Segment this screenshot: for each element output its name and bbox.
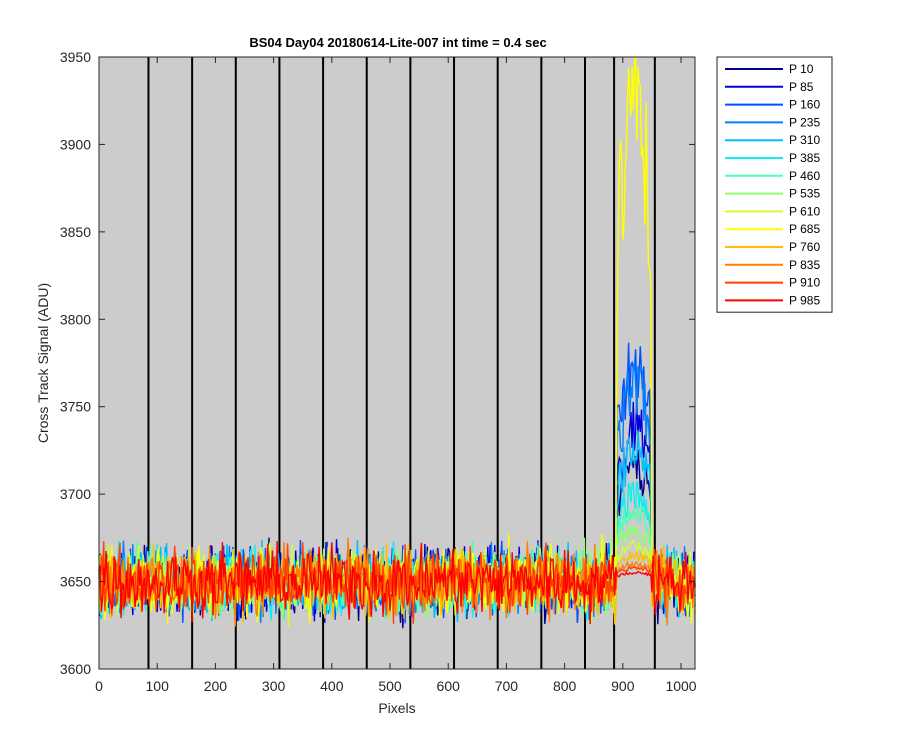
y-tick-label: 3900 <box>60 136 91 152</box>
legend-label: P 835 <box>789 258 820 272</box>
x-tick-label: 900 <box>611 678 635 694</box>
axes-frame <box>98 56 696 670</box>
x-tick-label: 400 <box>320 678 344 694</box>
y-tick-label: 3950 <box>60 49 91 65</box>
legend-label: P 85 <box>789 80 814 94</box>
y-tick-label: 3650 <box>60 574 91 590</box>
y-tick-label: 3700 <box>60 486 91 502</box>
legend-label: P 910 <box>789 276 820 290</box>
x-tick-label: 1000 <box>665 678 696 694</box>
legend-box <box>716 56 833 313</box>
x-tick-label: 700 <box>495 678 519 694</box>
x-tick-label: 600 <box>437 678 461 694</box>
y-tick-label: 3800 <box>60 311 91 327</box>
series-line-p-985 <box>98 540 696 625</box>
x-tick-label: 800 <box>553 678 577 694</box>
legend-label: P 160 <box>789 98 820 112</box>
legend-label: P 760 <box>789 240 820 254</box>
x-tick-label: 500 <box>378 678 402 694</box>
y-tick-label: 3600 <box>60 661 91 677</box>
y-tick-label: 3750 <box>60 399 91 415</box>
legend-label: P 985 <box>789 293 820 307</box>
legend-label: P 10 <box>789 62 814 76</box>
legend-label: P 460 <box>789 169 820 183</box>
x-axis-label: Pixels <box>378 700 415 716</box>
legend-label: P 310 <box>789 133 820 147</box>
x-tick-label: 0 <box>95 678 103 694</box>
x-tick-label: 100 <box>146 678 170 694</box>
legend-label: P 235 <box>789 115 820 129</box>
x-tick-label: 200 <box>204 678 228 694</box>
legend-label: P 535 <box>789 187 820 201</box>
chart-title: BS04 Day04 20180614-Lite-007 int time = … <box>249 35 546 50</box>
legend: P 10 P 85 P 160 P 235 P 310 P 385 P 460 P 535 P … <box>716 56 833 313</box>
y-axis-label: Cross Track Signal (ADU) <box>35 283 51 443</box>
x-tick-label: 300 <box>262 678 286 694</box>
legend-label: P 685 <box>789 222 820 236</box>
y-tick-label: 3850 <box>60 224 91 240</box>
legend-label: P 385 <box>789 151 820 165</box>
legend-label: P 610 <box>789 204 820 218</box>
